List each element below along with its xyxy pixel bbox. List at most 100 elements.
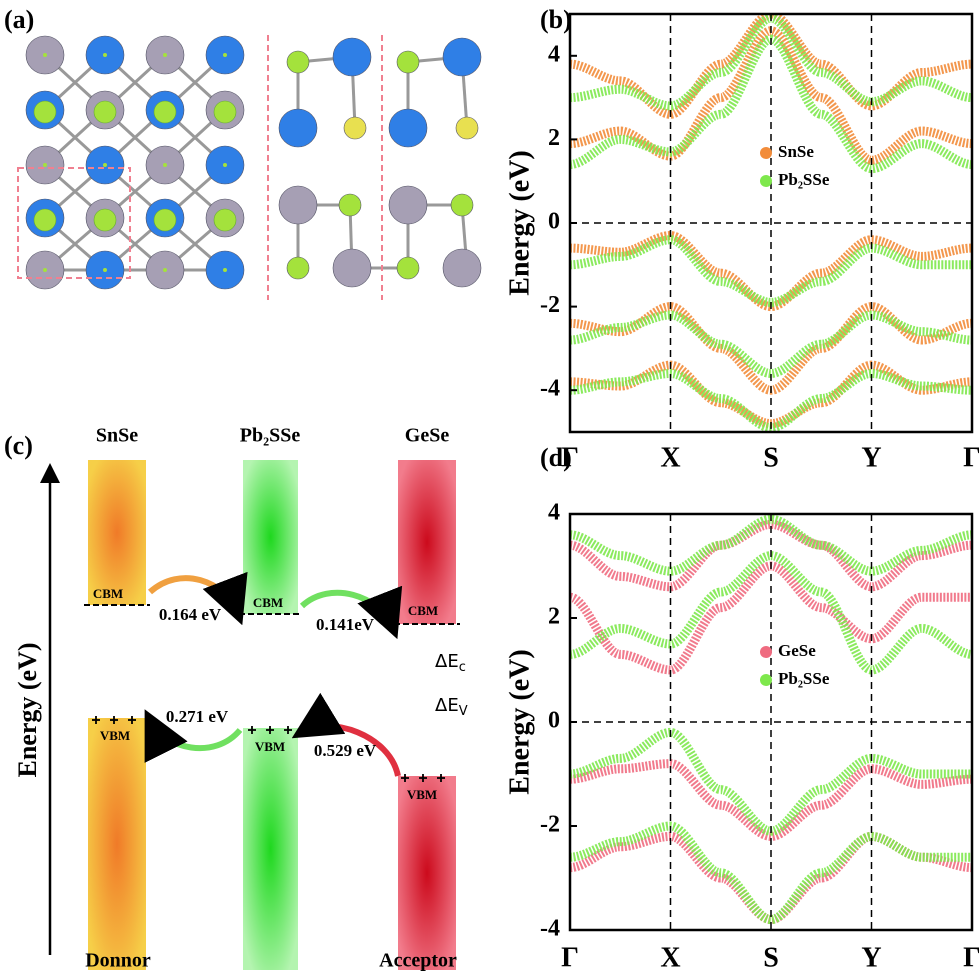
atom (93, 100, 117, 124)
atom (388, 185, 428, 225)
atom (43, 163, 47, 167)
atom (286, 50, 310, 74)
atom (153, 208, 177, 232)
x-tick-label: Y (861, 942, 881, 973)
atom (223, 163, 227, 167)
transfer-arrow (299, 585, 403, 640)
x-tick-label: X (660, 942, 680, 973)
atom (223, 268, 227, 272)
y-tick-label: -4 (540, 376, 560, 402)
cbm-label: CBM (253, 595, 283, 610)
delta-main: ΔE (435, 651, 459, 672)
y-tick-label: -2 (540, 292, 560, 318)
atom (455, 116, 479, 140)
conduction-block (88, 460, 146, 605)
cbm-label: CBM (93, 586, 123, 601)
legend-marker (760, 674, 772, 686)
valence-block (88, 718, 146, 970)
atom (213, 208, 237, 232)
x-tick-label: S (763, 942, 779, 973)
legend-label: Pb₂SSe (778, 170, 830, 189)
conduction-block (398, 460, 456, 624)
vbm-label: VBM (255, 739, 285, 754)
band (570, 514, 972, 576)
crystal-structure (25, 35, 482, 290)
band (570, 519, 972, 592)
atom (442, 37, 482, 77)
transfer-arrow (144, 709, 243, 763)
x-tick-label: Y (861, 442, 881, 473)
y-tick-label: 0 (548, 209, 560, 235)
atom (332, 248, 372, 288)
x-tick-label: Γ (963, 942, 979, 973)
x-tick-label: Γ (561, 942, 579, 973)
atom (450, 193, 474, 217)
atom (43, 268, 47, 272)
transfer-arrow (291, 692, 401, 777)
panel-label: (b) (540, 5, 572, 34)
material-label: Pb₂SSe (240, 425, 301, 447)
atom (33, 100, 57, 124)
atom (153, 100, 177, 124)
offset-label: 0.271 eV (166, 707, 229, 726)
offset-label: 0.529 eV (314, 741, 377, 760)
valence-block (398, 776, 456, 970)
band (570, 231, 972, 312)
unit-cell (17, 167, 131, 279)
atom (93, 208, 117, 232)
atom (286, 256, 310, 280)
atom (213, 100, 237, 124)
x-tick-label: S (763, 442, 779, 473)
atom (163, 163, 167, 167)
delta-sub: V (459, 704, 468, 719)
vbm-label: VBM (100, 728, 130, 743)
delta-sub: c (459, 660, 466, 675)
legend-marker (760, 147, 772, 159)
plot-frame (568, 12, 974, 434)
cbm-label: CBM (408, 603, 438, 618)
atom (388, 108, 428, 148)
y-axis-label: Energy (eV) (504, 649, 535, 794)
atom (103, 268, 107, 272)
band (570, 235, 972, 307)
delta-main: ΔE (435, 695, 459, 716)
y-axis-label: Energy (eV) (504, 150, 535, 295)
vbm-label: VBM (407, 787, 437, 802)
material-label: SnSe (96, 425, 138, 447)
atom (33, 208, 57, 232)
x-tick-label: X (660, 442, 680, 473)
y-tick-label: 0 (548, 708, 560, 734)
atom (442, 248, 482, 288)
x-tick-label: Γ (561, 442, 579, 473)
valence-block (243, 728, 298, 970)
atom (163, 268, 167, 272)
plot-frame (568, 512, 974, 932)
atom (163, 53, 167, 57)
band (570, 831, 972, 925)
atom (396, 50, 420, 74)
legend-label: Pb₂SSe (778, 669, 830, 688)
transfer-arrow (147, 571, 248, 626)
donor-label: Donnor (85, 950, 151, 972)
y-tick-label: -2 (540, 812, 560, 838)
offset-label: 0.164 eV (159, 605, 222, 624)
panel-label: (c) (4, 431, 33, 460)
band (570, 310, 972, 378)
y-tick-label: -4 (540, 916, 560, 942)
atom (396, 256, 420, 280)
legend-marker (760, 175, 772, 187)
band-edges (84, 604, 460, 625)
atom (223, 53, 227, 57)
atom (103, 53, 107, 57)
panel-label: (d) (540, 443, 572, 472)
acceptor-label: Acceptor (379, 950, 457, 972)
legend-marker (760, 646, 772, 658)
legend-label: GeSe (778, 641, 816, 660)
offset-label: 0.141eV (316, 615, 375, 634)
atom (103, 163, 107, 167)
atom (43, 53, 47, 57)
atom (338, 193, 362, 217)
conduction-block (243, 460, 298, 614)
x-tick-label: Γ (963, 442, 979, 473)
